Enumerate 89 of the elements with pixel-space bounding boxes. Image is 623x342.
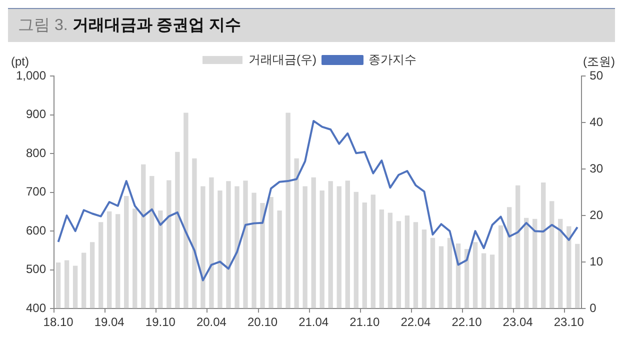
bar — [124, 196, 129, 308]
bar — [515, 185, 520, 308]
x-tick-label: 19.04 — [94, 315, 125, 330]
x-tick-label: 20.04 — [196, 315, 227, 330]
bar — [277, 210, 282, 308]
bar — [184, 112, 188, 308]
bar — [107, 211, 112, 308]
y2-axis-title: (조원) — [583, 54, 615, 68]
bar — [498, 225, 504, 308]
bar — [286, 112, 290, 308]
bar — [132, 208, 138, 308]
bar — [345, 180, 350, 308]
bar — [396, 221, 402, 308]
bar — [311, 177, 316, 308]
x-tick-label: 23.10 — [554, 315, 584, 330]
bar — [90, 242, 95, 308]
bar — [98, 222, 104, 308]
bar — [550, 201, 554, 308]
bar — [575, 244, 580, 308]
bar — [150, 176, 154, 308]
bar — [472, 242, 478, 308]
y-tick-label: 800 — [26, 146, 46, 160]
bar — [64, 260, 70, 308]
bar — [166, 180, 172, 308]
bar — [252, 192, 256, 308]
bar — [81, 252, 86, 308]
legend-label: 거래대금(우) — [248, 52, 317, 66]
y2-tick-label: 30 — [590, 161, 604, 176]
bar — [362, 202, 367, 308]
x-tick-label: 21.10 — [350, 315, 380, 330]
bar — [413, 222, 418, 308]
bar — [490, 254, 495, 308]
bar — [243, 180, 248, 308]
bar — [354, 192, 358, 308]
bar — [175, 152, 180, 308]
bar — [234, 186, 240, 308]
y-axis-title: (pt) — [11, 54, 30, 68]
x-tick-label: 20.10 — [248, 315, 278, 330]
y2-tick-label: 40 — [590, 114, 604, 129]
bar — [218, 190, 222, 308]
x-tick-label: 19.10 — [145, 315, 176, 330]
bar — [506, 207, 512, 308]
bar — [566, 226, 572, 308]
y2-tick-label: 0 — [590, 300, 597, 315]
bar — [558, 218, 563, 308]
bar — [438, 246, 444, 308]
x-tick-label: 23.04 — [502, 315, 534, 330]
bar — [388, 212, 393, 308]
bar — [158, 210, 163, 308]
bar — [116, 214, 120, 308]
bar — [294, 158, 299, 308]
y2-tick-label: 50 — [590, 68, 604, 82]
bar — [328, 181, 333, 308]
bar — [379, 210, 384, 308]
bar — [422, 230, 427, 308]
bar — [404, 216, 410, 308]
bar — [72, 266, 78, 308]
bar — [336, 186, 342, 308]
y-tick-label: 1,000 — [16, 68, 46, 82]
x-tick-label: 18.10 — [43, 315, 74, 330]
bar — [447, 238, 452, 308]
bar — [532, 218, 538, 308]
bar — [430, 238, 436, 308]
chart-title: 그림 3. 거래대금과 증권업 지수 — [18, 17, 242, 34]
y-tick-label: 900 — [26, 107, 46, 122]
y-tick-label: 700 — [26, 184, 46, 199]
x-tick-label: 21.04 — [298, 315, 329, 330]
bar — [481, 253, 486, 308]
legend-label: 종가지수 — [368, 52, 416, 66]
bar — [302, 186, 308, 308]
x-tick-label: 22.10 — [452, 315, 482, 330]
bar — [260, 203, 265, 308]
bar — [192, 158, 197, 308]
bar — [320, 190, 324, 308]
y2-tick-label: 20 — [590, 208, 604, 222]
bar — [56, 262, 61, 308]
y2-tick-label: 10 — [590, 254, 604, 268]
y-tick-label: 400 — [26, 300, 46, 315]
x-tick-label: 22.04 — [400, 315, 432, 330]
bar — [268, 196, 274, 308]
bar — [226, 181, 231, 308]
y-tick-label: 500 — [26, 262, 46, 276]
bar — [141, 164, 146, 308]
bar — [541, 182, 546, 308]
bar — [370, 194, 376, 308]
bar — [209, 177, 214, 308]
bar — [524, 218, 529, 308]
y-tick-label: 600 — [26, 223, 46, 238]
bar — [200, 186, 206, 308]
